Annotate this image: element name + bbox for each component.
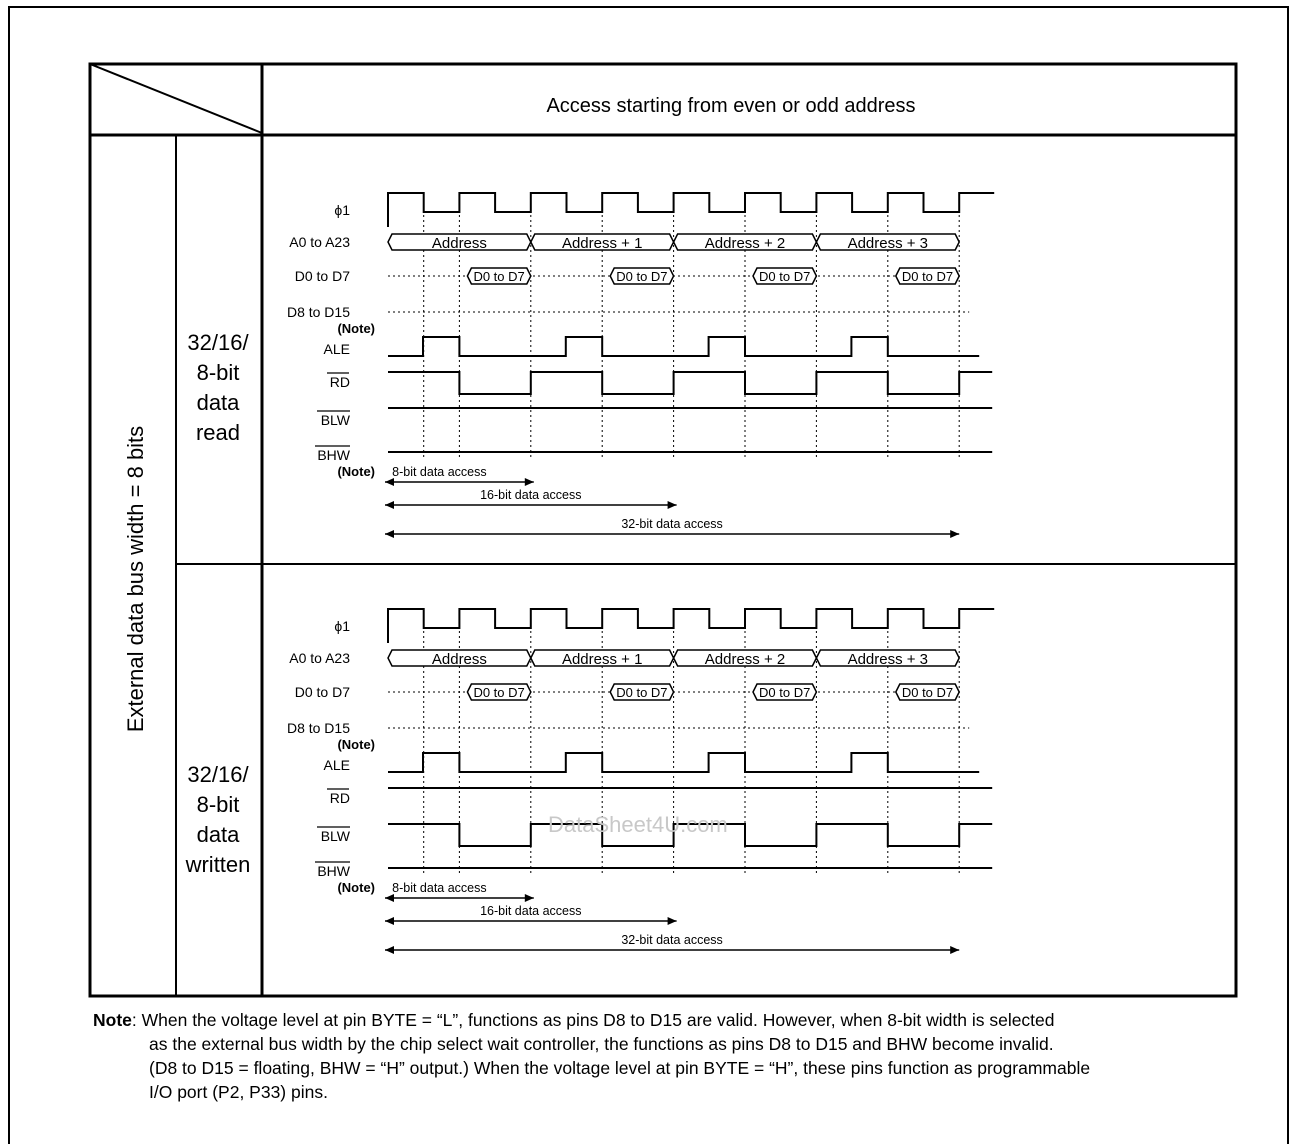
arrowhead	[385, 478, 394, 486]
note-marker: (Note)	[337, 464, 375, 479]
column-header: Access starting from even or odd address	[546, 95, 915, 117]
arrowhead	[385, 917, 394, 925]
page-frame	[8, 6, 1289, 1144]
data-label: D0 to D7	[616, 269, 667, 284]
data-bus-segment	[752, 683, 818, 701]
bus-width-label: External data bus width = 8 bits	[123, 426, 148, 732]
address-label: Address + 1	[562, 235, 642, 252]
row-label-written-line: data	[197, 822, 241, 847]
arrowhead	[667, 917, 677, 925]
data-bus-segment	[466, 267, 532, 285]
data-label: D0 to D7	[759, 685, 810, 700]
row-label-written: 32/16/ 8-bit data written	[185, 762, 251, 877]
access-label: 32-bit data access	[621, 517, 722, 531]
address-bus-segment	[387, 649, 532, 667]
ale-waveform	[388, 752, 980, 773]
data-label: D0 to D7	[902, 269, 953, 284]
address-bus-segment	[529, 233, 675, 251]
data-bus-segment	[466, 683, 532, 701]
note-label: Note	[93, 1010, 132, 1030]
row-label-written-line: written	[185, 852, 251, 877]
row-label-read-line: data	[197, 390, 241, 415]
note-line-1: : When the voltage level at pin BYTE = “…	[131, 1010, 1055, 1030]
arrowhead	[385, 946, 394, 954]
data-bus-segment	[752, 267, 818, 285]
access-label: 32-bit data access	[621, 933, 722, 947]
data-bus-segment	[609, 683, 675, 701]
signal-d0-d7: D0 to D7	[295, 684, 350, 700]
address-label: Address + 3	[848, 235, 928, 252]
access-label: 8-bit data access	[392, 465, 487, 479]
note-line-2: as the external bus width by the chip se…	[149, 1034, 1054, 1054]
address-label: Address + 2	[705, 235, 785, 252]
access-label: 16-bit data access	[480, 904, 581, 918]
row-label-read-line: 8-bit	[197, 360, 240, 385]
row-label-read-line: 32/16/	[187, 330, 249, 355]
note-marker: (Note)	[337, 321, 375, 336]
signal-ale: ALE	[324, 757, 350, 773]
note-line-3: (D8 to D15 = floating, BHW = “H” output.…	[149, 1058, 1091, 1078]
row-label-written-line: 32/16/	[187, 762, 249, 787]
data-label: D0 to D7	[616, 685, 667, 700]
ale-waveform	[388, 336, 980, 357]
signal-phi1: ϕ1	[334, 618, 350, 634]
watermark: DataSheet4U.com	[548, 812, 728, 837]
blw-waveform	[388, 823, 993, 847]
signal-rd: RD	[330, 790, 350, 806]
access-label: 8-bit data access	[392, 881, 487, 895]
signal-phi1: ϕ1	[334, 202, 350, 218]
address-label: Address + 2	[705, 651, 785, 668]
address-label: Address	[432, 651, 487, 668]
data-label: D0 to D7	[473, 269, 524, 284]
signal-blw: BLW	[321, 412, 351, 428]
signal-address: A0 to A23	[289, 234, 350, 250]
arrowhead	[385, 501, 394, 509]
timing-diagram-write: Address Address + 1 Address + 2 Address + 3…	[287, 608, 995, 954]
signal-d8-d15: D8 to D15	[287, 304, 350, 320]
data-label: D0 to D7	[759, 269, 810, 284]
signal-bhw: BHW	[317, 447, 350, 463]
address-label: Address + 3	[848, 651, 928, 668]
data-bus-segment	[894, 683, 961, 701]
signal-bhw: BHW	[317, 863, 350, 879]
address-bus-segment	[815, 649, 961, 667]
rd-waveform	[388, 371, 993, 395]
signal-address: A0 to A23	[289, 650, 350, 666]
arrowhead	[385, 530, 394, 538]
arrowhead	[667, 501, 677, 509]
signal-d0-d7: D0 to D7	[295, 268, 350, 284]
arrowhead	[385, 894, 394, 902]
address-bus-segment	[529, 649, 675, 667]
address-bus-segment	[815, 233, 961, 251]
footnote: Note: When the voltage level at pin BYTE…	[93, 1008, 1243, 1104]
signal-blw: BLW	[321, 828, 351, 844]
address-bus-segment	[387, 233, 532, 251]
signal-d8-d15: D8 to D15	[287, 720, 350, 736]
row-label-written-line: 8-bit	[197, 792, 240, 817]
address-label: Address + 1	[562, 651, 642, 668]
data-bus-segment	[894, 267, 961, 285]
arrowhead	[524, 478, 534, 486]
row-label-read: 32/16/ 8-bit data read	[187, 330, 249, 445]
data-bus-segment	[609, 267, 675, 285]
note-marker: (Note)	[337, 880, 375, 895]
address-bus-segment	[672, 649, 818, 667]
arrowhead	[524, 894, 534, 902]
note-marker: (Note)	[337, 737, 375, 752]
clock-waveform	[387, 192, 995, 227]
arrowhead	[950, 530, 960, 538]
note-line-4: I/O port (P2, P33) pins.	[149, 1082, 328, 1102]
address-label: Address	[432, 235, 487, 252]
signal-ale: ALE	[324, 341, 350, 357]
clock-waveform	[387, 608, 995, 643]
timing-diagram-read: Address Address + 1 Address + 2 Address + 3…	[287, 192, 995, 538]
access-label: 16-bit data access	[480, 488, 581, 502]
data-label: D0 to D7	[902, 685, 953, 700]
signal-rd: RD	[330, 374, 350, 390]
arrowhead	[950, 946, 960, 954]
data-label: D0 to D7	[473, 685, 524, 700]
address-bus-segment	[672, 233, 818, 251]
row-label-read-line: read	[196, 420, 240, 445]
